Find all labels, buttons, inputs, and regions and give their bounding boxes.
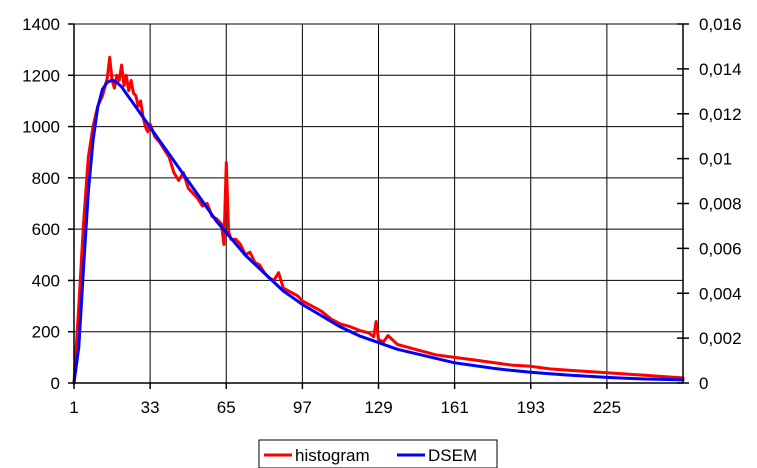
y2-tick-label-5: 0,01: [699, 150, 732, 169]
y2-tick-label-1: 0,002: [699, 329, 742, 348]
y2-tick-label-0: 0: [699, 374, 708, 393]
y2-tick-label-2: 0,004: [699, 284, 742, 303]
y-tick-label-5: 1000: [22, 118, 60, 137]
x-tick-label-0: 1: [69, 398, 78, 417]
x-tick-label-6: 193: [517, 398, 545, 417]
y-tick-label-1: 200: [32, 323, 60, 342]
legend-label-dsem: DSEM: [428, 446, 477, 465]
y-tick-label-6: 1200: [22, 66, 60, 85]
legend-label-histogram: histogram: [295, 446, 370, 465]
axes: [68, 23, 689, 389]
y-tick-label-2: 400: [32, 271, 60, 290]
y-tick-label-0: 0: [51, 374, 60, 393]
series-line-histogram: [72, 55, 685, 385]
y2-tick-label-7: 0,014: [699, 60, 742, 79]
x-tick-label-3: 97: [293, 398, 312, 417]
tick-labels: 0 200 400 600 800 1000 1200 1400 0 0,002 0,004 0,00…: [22, 15, 741, 417]
y-tick-label-4: 800: [32, 169, 60, 188]
x-tick-label-5: 161: [440, 398, 468, 417]
y2-tick-label-4: 0,008: [699, 195, 742, 214]
gridlines: [73, 23, 684, 384]
x-tick-label-4: 129: [364, 398, 392, 417]
y2-tick-label-6: 0,012: [699, 105, 742, 124]
x-tick-label-2: 65: [217, 398, 236, 417]
y2-tick-label-8: 0,016: [699, 15, 742, 34]
y2-tick-label-3: 0,006: [699, 239, 742, 258]
series-line-dsem: [72, 78, 685, 385]
y-tick-label-3: 600: [32, 220, 60, 239]
x-tick-label-7: 225: [593, 398, 621, 417]
series-layer: [72, 55, 685, 385]
legend-box: [258, 439, 498, 468]
legend: histogram DSEM: [258, 439, 498, 468]
x-tick-label-1: 33: [141, 398, 160, 417]
y-tick-label-7: 1400: [22, 15, 60, 34]
